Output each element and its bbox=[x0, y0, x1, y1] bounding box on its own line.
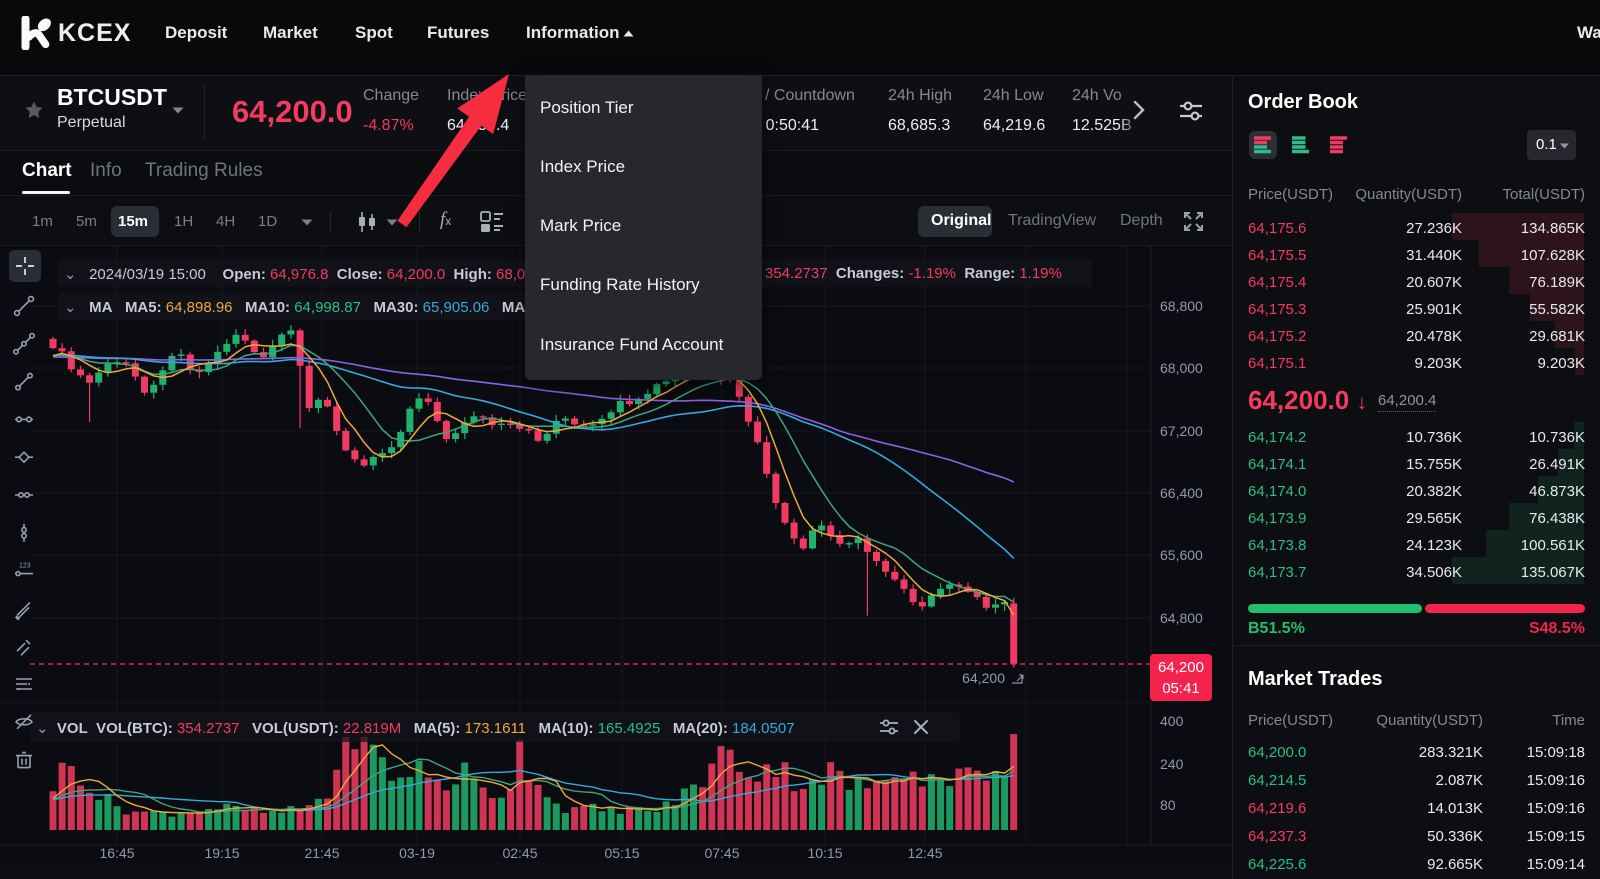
svg-text:400: 400 bbox=[1160, 713, 1184, 729]
svg-text:64,200: 64,200 bbox=[1158, 659, 1204, 676]
svg-text:67,200: 67,200 bbox=[1160, 423, 1203, 439]
svg-text:12:45: 12:45 bbox=[907, 845, 942, 861]
svg-text:240: 240 bbox=[1160, 756, 1184, 772]
svg-text:05:41: 05:41 bbox=[1162, 680, 1200, 697]
svg-text:65,600: 65,600 bbox=[1160, 547, 1203, 563]
svg-text:10:15: 10:15 bbox=[807, 845, 842, 861]
svg-text:19:15: 19:15 bbox=[204, 845, 239, 861]
svg-text:07:45: 07:45 bbox=[704, 845, 739, 861]
svg-text:68,800: 68,800 bbox=[1160, 298, 1203, 314]
svg-text:80: 80 bbox=[1160, 797, 1176, 813]
svg-text:16:45: 16:45 bbox=[99, 845, 134, 861]
svg-text:02:45: 02:45 bbox=[502, 845, 537, 861]
svg-text:64,800: 64,800 bbox=[1160, 610, 1203, 626]
svg-text:05:15: 05:15 bbox=[604, 845, 639, 861]
svg-text:66,400: 66,400 bbox=[1160, 485, 1203, 501]
svg-text:64,200: 64,200 bbox=[962, 670, 1005, 686]
svg-text:21:45: 21:45 bbox=[304, 845, 339, 861]
svg-text:68,000: 68,000 bbox=[1160, 360, 1203, 376]
svg-text:03-19: 03-19 bbox=[399, 845, 435, 861]
svg-text:123: 123 bbox=[19, 563, 31, 570]
